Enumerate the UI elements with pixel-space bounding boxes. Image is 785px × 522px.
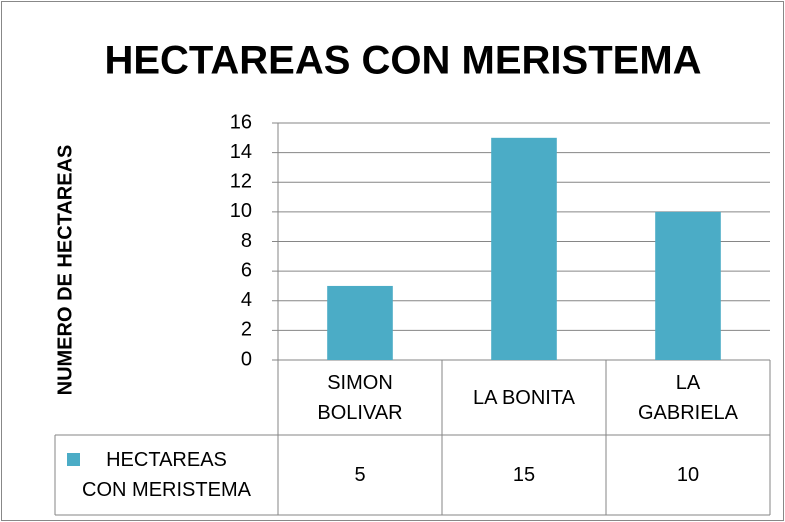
legend-entry: HECTAREAS CON MERISTEMA — [55, 435, 278, 515]
bar — [491, 137, 557, 360]
x-tick-label-text: LA BONITA — [473, 386, 575, 409]
x-tick-label: LA GABRIELA — [606, 360, 770, 435]
y-tick-label: 10 — [230, 200, 252, 222]
y-tick-label: 16 — [230, 111, 252, 133]
data-table-value-text: 15 — [512, 464, 536, 486]
x-tick-label: LA BONITA — [442, 360, 606, 435]
y-tick-label: 0 — [241, 348, 252, 370]
data-table-value: 5 — [278, 435, 442, 515]
y-tick-label: 8 — [241, 230, 252, 252]
y-tick-label: 6 — [241, 259, 252, 281]
y-axis-label: NUMERO DE HECTAREAS — [54, 145, 76, 396]
y-tick-label: 4 — [241, 289, 252, 311]
y-tick-label: 2 — [241, 319, 252, 341]
data-table-value-text: 10 — [676, 464, 700, 486]
y-tick-label: 12 — [230, 171, 252, 193]
legend-swatch — [67, 453, 80, 466]
bar — [655, 211, 721, 360]
x-tick-label-text: LA GABRIELA — [637, 371, 739, 424]
data-table-value: 15 — [442, 435, 606, 515]
data-table-value-text: 5 — [354, 464, 366, 486]
bar — [327, 285, 393, 360]
chart-title: HECTAREAS CON MERISTEMA — [104, 39, 701, 83]
x-tick-label: SIMON BOLIVAR — [278, 360, 442, 435]
y-tick-label: 14 — [230, 141, 252, 163]
data-table-value: 10 — [606, 435, 770, 515]
legend-entry-text: HECTAREAS CON MERISTEMA — [82, 449, 251, 501]
x-tick-label-text: SIMON BOLIVAR — [317, 371, 403, 424]
